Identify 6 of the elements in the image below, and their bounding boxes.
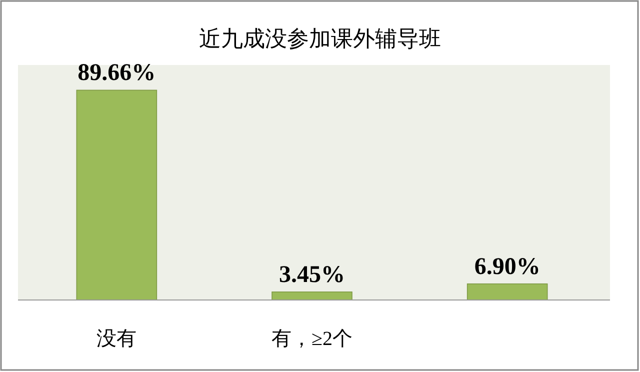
data-label: 6.90%	[474, 254, 540, 280]
x-tick-label: 没有	[96, 328, 137, 350]
chart-title: 近九成没参加课外辅导班	[199, 26, 441, 51]
data-label: 89.66%	[78, 60, 156, 86]
data-label: 3.45%	[279, 262, 345, 288]
x-tick-label: 有，≥2个	[272, 328, 352, 350]
